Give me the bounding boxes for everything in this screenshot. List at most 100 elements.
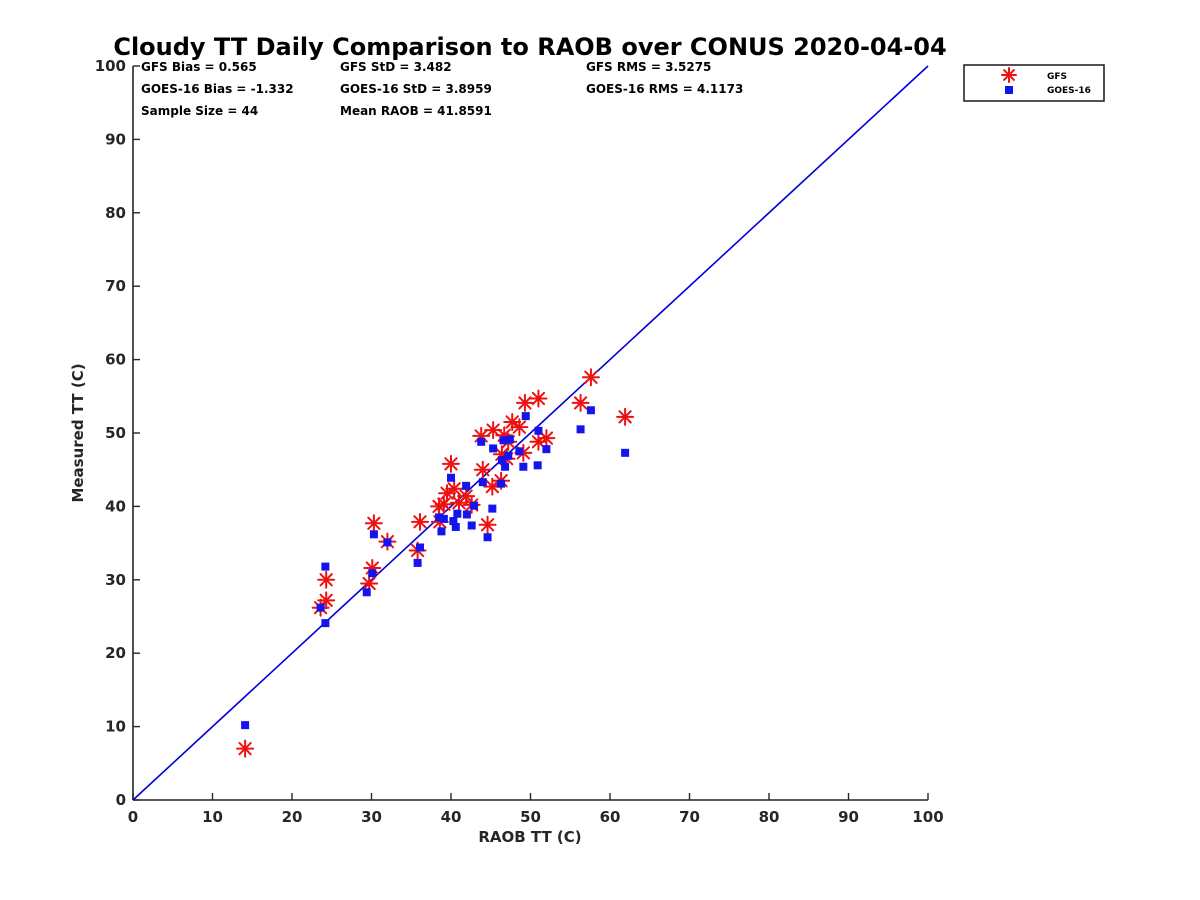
goes16-point bbox=[515, 447, 524, 456]
goes16-point bbox=[504, 451, 513, 460]
goes16-point bbox=[489, 444, 498, 453]
goes16-point bbox=[449, 517, 458, 526]
gfs-point bbox=[364, 514, 383, 533]
gfs-point bbox=[510, 418, 529, 437]
stat-goes16-std: GOES-16 StD = 3.8959 bbox=[340, 82, 492, 96]
goes16-point bbox=[533, 461, 542, 470]
y-tick-label: 90 bbox=[105, 130, 126, 148]
legend: GFS GOES-16 bbox=[963, 64, 1105, 102]
goes16-point bbox=[467, 521, 476, 530]
x-axis-ticks: 0 10 20 30 40 50 60 70 80 90 100 bbox=[128, 793, 944, 826]
x-tick-label: 50 bbox=[520, 808, 541, 826]
stat-gfs-std: GFS StD = 3.482 bbox=[340, 60, 452, 74]
stat-gfs-bias: GFS Bias = 0.565 bbox=[141, 60, 257, 74]
goes16-point bbox=[483, 533, 492, 542]
stat-gfs-rms: GFS RMS = 3.5275 bbox=[586, 60, 711, 74]
goes16-point bbox=[321, 619, 330, 628]
goes16-point bbox=[447, 473, 455, 482]
gfs-point bbox=[434, 495, 453, 514]
goes16-point bbox=[369, 530, 378, 539]
y-axis-label: Measured TT (C) bbox=[69, 363, 87, 502]
y-tick-label: 0 bbox=[116, 791, 126, 809]
goes16-point bbox=[499, 436, 508, 445]
goes16-point bbox=[241, 721, 250, 730]
data-points bbox=[236, 368, 635, 758]
goes16-point bbox=[488, 504, 497, 513]
x-tick-label: 0 bbox=[128, 808, 138, 826]
y-tick-label: 20 bbox=[105, 644, 126, 662]
gfs-point bbox=[442, 454, 460, 473]
goes16-point bbox=[362, 588, 371, 597]
goes16-point bbox=[534, 426, 543, 435]
stat-sample-size: Sample Size = 44 bbox=[141, 104, 258, 118]
gfs-point bbox=[317, 570, 336, 589]
x-tick-label: 20 bbox=[282, 808, 303, 826]
gfs-point bbox=[581, 368, 600, 387]
goes16-point bbox=[368, 569, 377, 578]
goes16-point bbox=[383, 538, 392, 547]
x-axis-label: RAOB TT (C) bbox=[478, 828, 581, 846]
gfs-point bbox=[616, 407, 635, 426]
goes16-point bbox=[439, 514, 448, 523]
y-tick-label: 80 bbox=[105, 204, 126, 222]
goes16-point bbox=[437, 527, 446, 536]
x-tick-label: 40 bbox=[441, 808, 462, 826]
goes16-point bbox=[505, 435, 514, 444]
gfs-point bbox=[410, 512, 429, 531]
goes16-point bbox=[497, 456, 506, 465]
y-tick-label: 100 bbox=[95, 57, 126, 75]
goes16-point bbox=[462, 481, 471, 490]
gfs-point bbox=[503, 412, 522, 431]
chart-title: Cloudy TT Daily Comparison to RAOB over … bbox=[113, 33, 946, 61]
y-tick-label: 50 bbox=[105, 424, 126, 442]
legend-gfs-asterisk-glyph bbox=[1001, 67, 1017, 83]
goes16-point bbox=[451, 522, 460, 531]
stat-goes16-rms: GOES-16 RMS = 4.1173 bbox=[586, 82, 743, 96]
goes16-point bbox=[321, 562, 330, 571]
goes16-point bbox=[462, 510, 471, 519]
gfs-point bbox=[571, 393, 590, 412]
goes16-point bbox=[413, 558, 422, 567]
x-tick-label: 90 bbox=[838, 808, 859, 826]
y-tick-label: 70 bbox=[105, 277, 126, 295]
x-tick-label: 80 bbox=[759, 808, 780, 826]
goes16-point bbox=[621, 448, 630, 457]
y-tick-label: 40 bbox=[105, 497, 126, 515]
legend-goes16-label: GOES-16 bbox=[1047, 86, 1091, 96]
y-axis-ticks: 0 10 20 30 40 50 60 70 80 90 100 bbox=[95, 57, 140, 809]
goes16-point bbox=[453, 509, 462, 518]
stat-goes16-bias: GOES-16 Bias = -1.332 bbox=[141, 82, 294, 96]
goes16-point bbox=[477, 437, 486, 446]
goes16-point bbox=[478, 478, 487, 487]
goes16-point bbox=[586, 406, 595, 415]
one-to-one-reference-line bbox=[132, 65, 929, 801]
gfs-point bbox=[445, 479, 464, 498]
legend-box bbox=[963, 64, 1105, 102]
x-tick-label: 60 bbox=[600, 808, 621, 826]
x-tick-label: 100 bbox=[912, 808, 943, 826]
goes16-point bbox=[435, 513, 444, 522]
x-tick-label: 30 bbox=[361, 808, 382, 826]
legend-goes16-square-marker bbox=[1005, 86, 1013, 94]
goes16-point bbox=[576, 425, 585, 434]
legend-gfs-label: GFS bbox=[1047, 72, 1067, 82]
gfs-point bbox=[360, 574, 379, 593]
y-tick-label: 30 bbox=[105, 571, 126, 589]
gfs-point bbox=[478, 515, 497, 534]
gfs-point bbox=[529, 389, 548, 408]
gfs-point bbox=[537, 429, 556, 448]
gfs-point bbox=[515, 393, 534, 412]
x-tick-label: 70 bbox=[679, 808, 700, 826]
y-tick-label: 60 bbox=[105, 351, 126, 369]
gfs-point bbox=[473, 460, 492, 479]
gfs-point bbox=[236, 739, 255, 758]
statistics-block: GFS Bias = 0.565 GFS StD = 3.482 GFS RMS… bbox=[141, 60, 743, 118]
x-tick-label: 10 bbox=[202, 808, 223, 826]
goes16-point bbox=[501, 462, 510, 471]
goes16-point bbox=[519, 462, 528, 471]
goes16-point bbox=[316, 603, 325, 612]
goes16-point bbox=[415, 543, 424, 552]
gfs-point bbox=[457, 487, 476, 506]
legend-gfs-asterisk-marker bbox=[1001, 67, 1017, 83]
